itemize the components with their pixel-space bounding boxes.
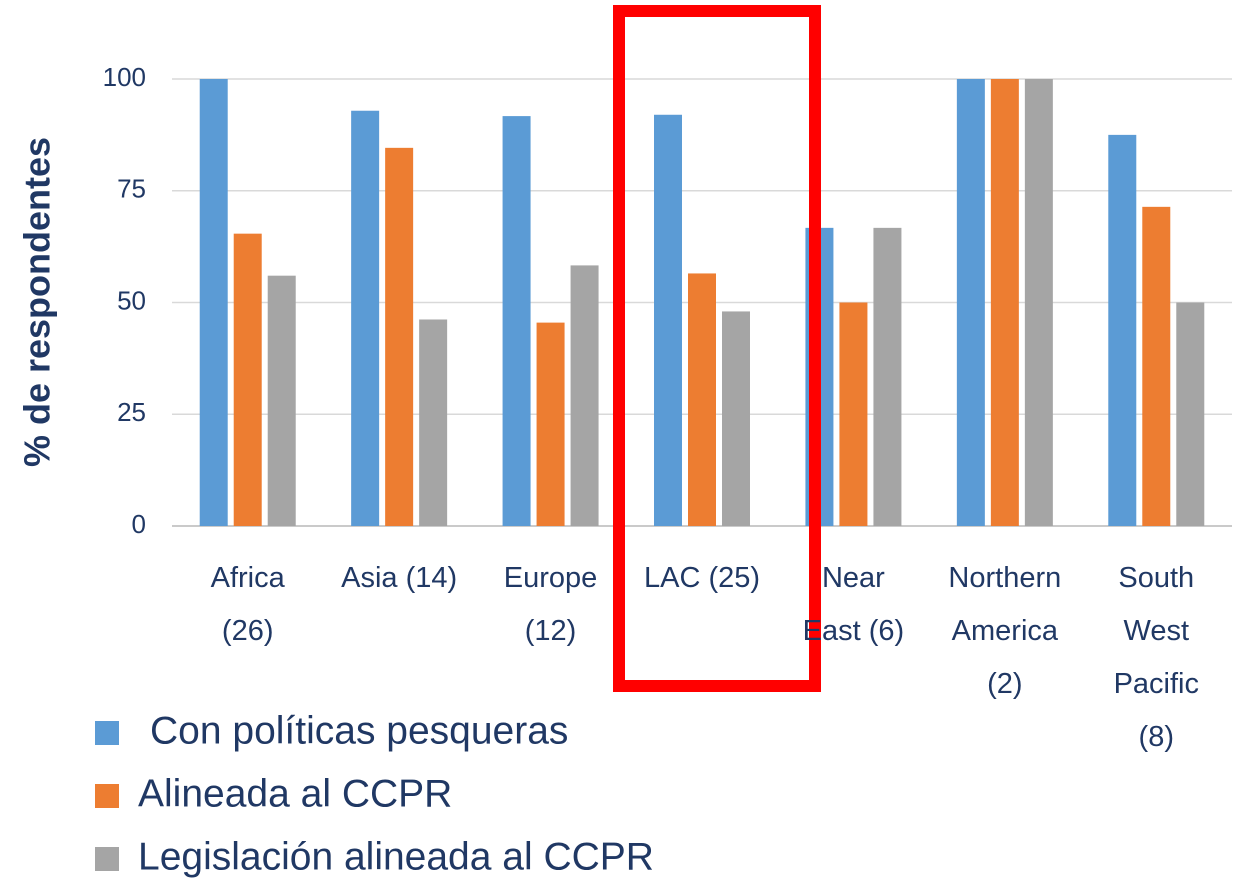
x-tick-label: LAC (25) <box>643 562 761 594</box>
x-tick-label: Near East (6) <box>802 562 905 647</box>
bar <box>199 79 228 526</box>
bar <box>570 265 599 526</box>
bar <box>1108 134 1137 526</box>
bar <box>956 79 985 526</box>
bar <box>419 319 448 526</box>
y-tick-label: 100 <box>103 62 146 92</box>
bar <box>990 79 1019 526</box>
bar <box>722 311 750 526</box>
bar <box>233 233 262 527</box>
x-tick-label: Europe (12) <box>503 562 598 647</box>
legend-swatch <box>95 847 119 871</box>
legend-swatch <box>95 721 119 745</box>
legend-label: Alineada al CCPR <box>138 772 452 815</box>
y-tick-label: 75 <box>117 174 146 204</box>
bar <box>351 110 380 526</box>
y-axis-label: % de respondentes <box>17 137 58 467</box>
bar <box>654 114 682 526</box>
bar <box>502 116 531 526</box>
x-tick-label: Africa (26) <box>210 562 285 647</box>
y-tick-label: 25 <box>117 397 146 427</box>
legend-swatch <box>95 784 119 808</box>
x-tick-label: Asia (14) <box>341 562 458 594</box>
bar <box>839 302 868 526</box>
y-tick-label: 0 <box>132 509 146 539</box>
x-tick-label: South West Pacific (8) <box>1113 562 1199 753</box>
bar <box>385 147 414 526</box>
x-tick-label: Northern America (2) <box>948 562 1062 700</box>
bar <box>1176 302 1205 526</box>
bar <box>873 227 902 526</box>
bar <box>536 322 565 526</box>
legend-label: Legislación alineada al CCPR <box>138 835 654 878</box>
bar <box>1142 206 1171 527</box>
bar <box>688 273 716 526</box>
bar <box>267 275 296 526</box>
bar <box>1024 79 1053 526</box>
y-tick-label: 50 <box>117 285 146 315</box>
legend-label: Con políticas pesqueras <box>150 709 568 752</box>
highlight-box <box>613 5 821 692</box>
